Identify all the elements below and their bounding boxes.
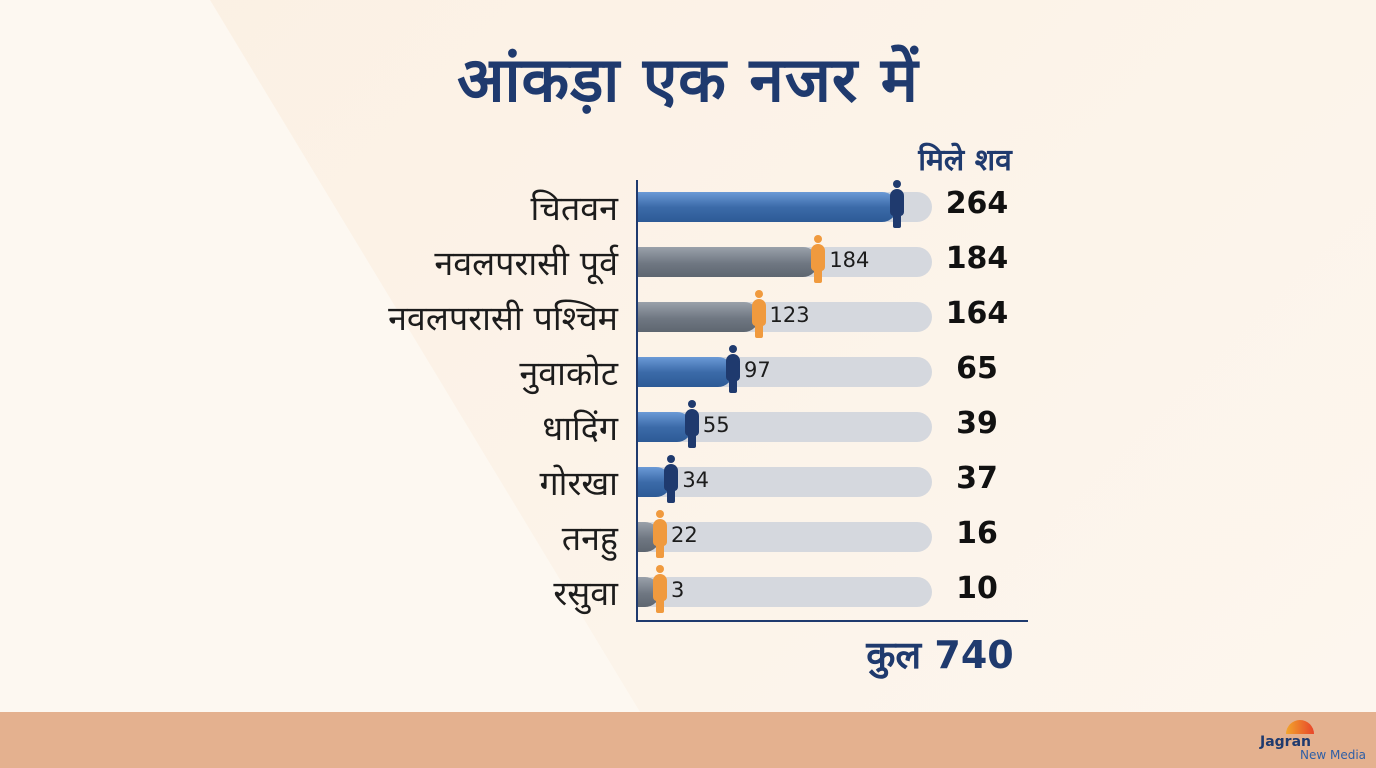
bar-data-label: 123 [769,303,810,327]
value-label: 184 [945,241,1009,276]
chart-title: आंकड़ा एक नजर में [457,43,919,116]
category-label: तनहु [561,519,618,559]
y-axis-line [636,180,638,622]
bar-row: चितवन 264 [0,180,1376,235]
category-label: धादिंग [542,409,618,449]
category-label: चितवन [530,189,618,229]
value-column-header: मिले शव [918,143,1012,178]
jagran-logo: Jagran New Media [1260,720,1370,766]
bar [638,247,819,277]
category-label: नुवाकोट [519,354,618,394]
bar-row: तनहु 22 16 [0,510,1376,565]
bar-data-label: 184 [829,248,870,272]
person-icon [725,345,741,393]
bar-row: नवलपरासी पश्चिम 123 164 [0,290,1376,345]
bar-data-label: 97 [744,358,771,382]
person-icon [652,510,668,558]
person-icon [889,180,905,228]
bar-row: नवलपरासी पूर्व 184 184 [0,235,1376,290]
value-label: 65 [956,351,998,386]
person-icon [810,235,826,283]
bar-data-label: 22 [671,523,698,547]
person-icon [751,290,767,338]
category-label: नवलपरासी पश्चिम [388,299,618,339]
bar-row: नुवाकोट 97 65 [0,345,1376,400]
person-icon [663,455,679,503]
footer-band [0,712,1376,768]
bar [638,412,692,442]
bar [638,302,759,332]
value-label: 37 [956,461,998,496]
sun-logo-icon [1286,720,1314,734]
logo-name: Jagran [1260,734,1311,750]
bar [638,357,734,387]
bar-data-label: 3 [671,578,685,602]
value-label: 10 [956,571,998,606]
person-icon [684,400,700,448]
category-label: नवलपरासी पूर्व [434,244,618,284]
value-label: 16 [956,516,998,551]
person-icon [652,565,668,613]
category-label: गोरखा [539,464,618,504]
bar-data-label: 34 [682,468,710,492]
bar-row: धादिंग 55 39 [0,400,1376,455]
bar-row: रसुवा 3 10 [0,565,1376,620]
logo-subtitle: New Media [1300,748,1367,762]
category-label: रसुवा [553,574,618,614]
bar-track [638,577,932,607]
total-label: कुल 740 [866,633,1014,677]
bar [638,192,897,222]
x-axis-line [636,620,1028,622]
bar-track [638,467,932,497]
bar-track [638,522,932,552]
bar-data-label: 55 [702,413,730,437]
value-label: 264 [945,186,1009,221]
value-label: 39 [956,406,998,441]
bar-row: गोरखा 34 37 [0,455,1376,510]
value-label: 164 [945,296,1009,331]
